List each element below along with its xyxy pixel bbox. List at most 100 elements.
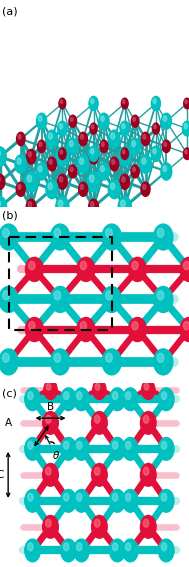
Circle shape (184, 98, 189, 109)
Circle shape (56, 197, 69, 217)
Circle shape (182, 121, 189, 136)
Circle shape (25, 539, 40, 562)
Circle shape (143, 184, 146, 189)
Circle shape (151, 96, 160, 111)
Circle shape (69, 165, 77, 178)
Circle shape (18, 134, 21, 139)
Circle shape (112, 159, 115, 164)
Circle shape (120, 174, 130, 189)
Circle shape (36, 113, 47, 129)
Circle shape (101, 166, 104, 172)
Circle shape (25, 388, 40, 411)
Circle shape (77, 257, 95, 281)
Circle shape (102, 224, 121, 250)
Circle shape (61, 539, 76, 562)
Circle shape (141, 182, 150, 196)
Circle shape (50, 286, 70, 312)
Circle shape (46, 180, 58, 198)
Circle shape (74, 489, 89, 512)
Circle shape (108, 180, 120, 198)
Circle shape (112, 493, 118, 501)
Text: B: B (47, 403, 54, 413)
Circle shape (140, 515, 156, 538)
Circle shape (50, 349, 70, 375)
Circle shape (61, 489, 76, 512)
Circle shape (64, 493, 69, 501)
Circle shape (161, 163, 172, 180)
Circle shape (123, 100, 125, 104)
Circle shape (180, 257, 189, 281)
Circle shape (121, 98, 128, 109)
Circle shape (106, 291, 112, 300)
Circle shape (38, 140, 46, 153)
Circle shape (2, 353, 9, 362)
Circle shape (59, 148, 66, 159)
Circle shape (89, 199, 98, 215)
Circle shape (131, 115, 139, 127)
Circle shape (106, 353, 112, 362)
Circle shape (109, 489, 125, 512)
Circle shape (46, 130, 58, 148)
Circle shape (90, 123, 97, 134)
Text: (b): (b) (2, 210, 18, 221)
Circle shape (120, 121, 129, 136)
Circle shape (81, 134, 84, 139)
Circle shape (183, 148, 189, 159)
Circle shape (15, 155, 27, 174)
Circle shape (58, 121, 67, 136)
Circle shape (17, 158, 21, 164)
Circle shape (158, 539, 174, 562)
Circle shape (91, 515, 107, 538)
Circle shape (91, 464, 107, 486)
Circle shape (48, 157, 56, 171)
Circle shape (64, 392, 69, 400)
Circle shape (154, 125, 156, 129)
Circle shape (48, 133, 52, 139)
Circle shape (28, 441, 33, 449)
Circle shape (54, 229, 61, 238)
Circle shape (89, 146, 98, 162)
Circle shape (144, 383, 149, 390)
Circle shape (129, 318, 146, 341)
Circle shape (161, 392, 167, 400)
Circle shape (185, 100, 187, 104)
Circle shape (183, 261, 189, 270)
Circle shape (111, 183, 115, 189)
Circle shape (70, 117, 73, 121)
Circle shape (77, 392, 82, 400)
Circle shape (121, 150, 125, 157)
Circle shape (158, 388, 174, 411)
Circle shape (26, 149, 36, 164)
Circle shape (46, 519, 51, 527)
Circle shape (102, 286, 121, 312)
Circle shape (67, 138, 78, 155)
Circle shape (158, 489, 174, 512)
Circle shape (94, 467, 100, 475)
Circle shape (60, 100, 63, 104)
Circle shape (25, 438, 40, 460)
Circle shape (43, 464, 58, 486)
Circle shape (131, 165, 139, 178)
Circle shape (122, 388, 138, 411)
Circle shape (94, 415, 100, 423)
Circle shape (125, 441, 131, 449)
Circle shape (106, 229, 112, 238)
Circle shape (28, 392, 33, 400)
Circle shape (118, 197, 131, 217)
Circle shape (28, 493, 33, 501)
Circle shape (79, 132, 87, 146)
Circle shape (140, 155, 151, 174)
Circle shape (2, 229, 9, 238)
Circle shape (64, 543, 69, 551)
Circle shape (61, 388, 76, 411)
Circle shape (161, 441, 167, 449)
Circle shape (122, 124, 125, 129)
Circle shape (91, 149, 94, 154)
Circle shape (77, 543, 82, 551)
Circle shape (38, 116, 42, 121)
Circle shape (59, 177, 63, 182)
Circle shape (77, 493, 82, 501)
Circle shape (90, 202, 94, 207)
Circle shape (0, 147, 6, 167)
Circle shape (157, 353, 164, 362)
